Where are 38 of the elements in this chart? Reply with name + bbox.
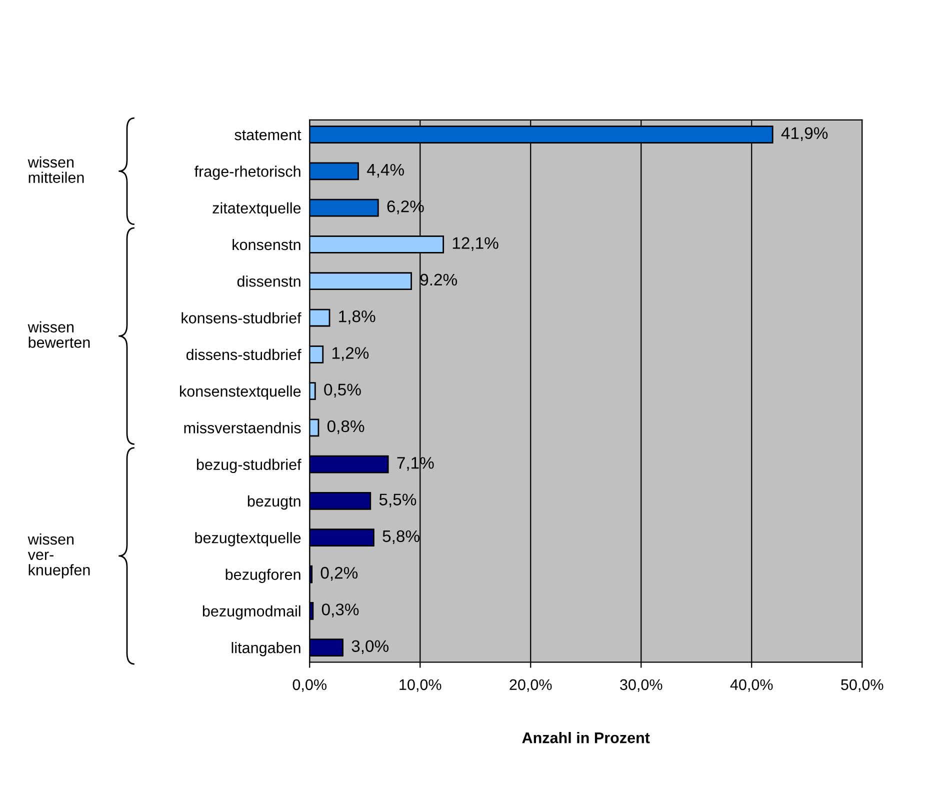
data-label: 41,9% bbox=[781, 127, 828, 141]
x-tick-label: 30,0% bbox=[620, 679, 662, 692]
x-tick-label: 40,0% bbox=[730, 679, 773, 692]
y-tick-label: missverstaendnis bbox=[184, 422, 301, 434]
text: wissen mitteilen bbox=[28, 156, 84, 183]
text: wissen bewerten bbox=[28, 321, 90, 348]
y-tick-label: bezugtn bbox=[248, 495, 300, 510]
x-axis-title: Anzahl in Prozent bbox=[522, 732, 650, 744]
data-label: 3,0% bbox=[352, 640, 388, 654]
y-tick-label: frage-rhetorisch bbox=[194, 166, 300, 180]
data-label: 0,5% bbox=[324, 384, 361, 398]
y-tick-label: statement bbox=[234, 130, 302, 140]
y-tick-label: bezugtextquelle bbox=[195, 532, 301, 546]
x-tick-label: 10,0% bbox=[400, 679, 442, 692]
y-tick-label: bezug-studbrief bbox=[196, 458, 302, 474]
data-label: 9.2% bbox=[420, 274, 458, 286]
y-tick-label: bezugmodmail bbox=[202, 605, 300, 620]
y-tick-label: dissenstn bbox=[237, 276, 300, 287]
data-label: 1,2% bbox=[332, 347, 369, 361]
x-tick-label: 0,0% bbox=[292, 679, 326, 692]
data-label: 12,1% bbox=[452, 237, 498, 251]
y-tick-label: litangaben bbox=[232, 642, 300, 656]
data-label: 5,5% bbox=[379, 494, 416, 508]
data-label: 1,8% bbox=[339, 310, 376, 324]
x-tick-label: 50,0% bbox=[841, 679, 884, 692]
data-label: 5,8% bbox=[382, 530, 420, 544]
x-tick-label: 20,0% bbox=[510, 679, 552, 692]
y-tick-label: dissens-studbrief bbox=[186, 348, 302, 360]
y-tick-label: konsens-studbrief bbox=[182, 312, 302, 324]
data-label: 0,3% bbox=[322, 604, 359, 618]
y-tick-label: konsenstextquelle bbox=[180, 386, 301, 400]
y-tick-label: zitatextquelle bbox=[212, 202, 301, 217]
data-label: 4,4% bbox=[366, 164, 404, 178]
text: wissen ver- knuepfen bbox=[28, 533, 90, 578]
y-tick-label: konsenstn bbox=[232, 238, 300, 250]
data-label: 0,8% bbox=[327, 420, 364, 434]
data-label: 0,2% bbox=[320, 566, 358, 581]
y-tick-label: bezugforen bbox=[226, 568, 300, 583]
